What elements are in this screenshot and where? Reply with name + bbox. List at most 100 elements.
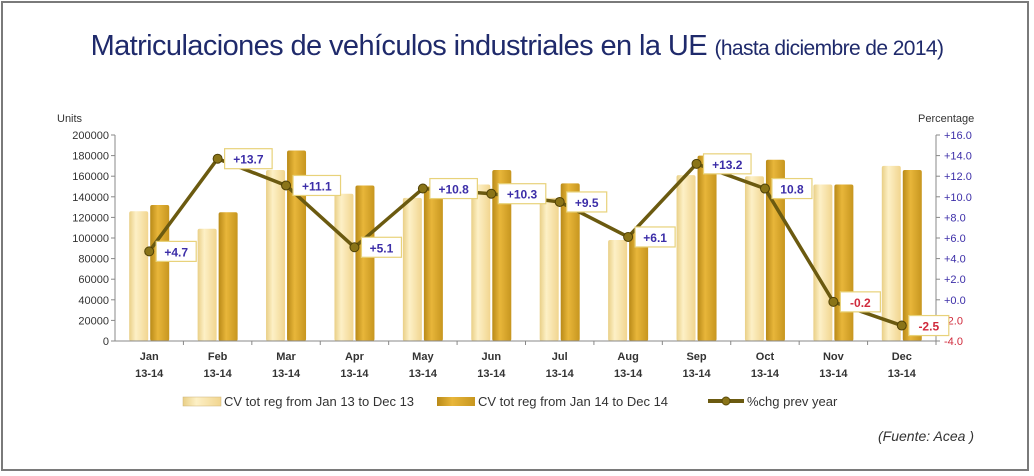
y2-tick-label: +14.0 [944,151,972,163]
bar-2013 [266,170,286,341]
pct-label-box [497,183,547,205]
x-tick-sublabel: 13-14 [340,368,369,380]
y2-tick-label: +10.0 [944,192,972,204]
pct-change-point [828,296,839,307]
y-tick-label: 100000 [72,233,109,245]
bar-2014 [560,183,580,341]
bar-2014 [492,170,512,341]
legend-line-marker [721,396,731,406]
pct-label-box [702,153,752,175]
y2-tick-label: +12.0 [944,171,972,183]
pct-label: -2.5 [918,320,939,334]
y-tick-label: 140000 [72,192,109,204]
legend-label-2014: CV tot reg from Jan 14 to Dec 14 [478,394,668,409]
pct-label: +13.7 [233,153,264,167]
pct-label: +9.5 [575,196,599,210]
x-tick-sublabel: 13-14 [682,368,711,380]
legend: CV tot reg from Jan 13 to Dec 13 CV tot … [182,394,838,409]
pct-change-point [759,183,770,194]
pct-label: +10.3 [507,188,538,202]
bar-2014 [218,212,238,341]
pct-change-point [486,188,497,199]
pct-label-box [908,314,950,337]
bar-2013 [197,228,217,341]
x-tick-sublabel: 13-14 [888,368,917,380]
x-tick-label: Jun [482,351,502,363]
x-tick-sublabel: 13-14 [819,368,848,380]
bar-2013 [813,184,833,341]
bar-2014 [902,170,922,341]
y2-tick-label: +2.0 [944,274,966,286]
pct-change-point [691,158,702,169]
bar-2013 [744,176,764,341]
y-axis-title: Units [57,113,83,125]
x-tick-sublabel: 13-14 [546,368,575,380]
bar-2013 [334,193,354,341]
x-tick-sublabel: 13-14 [614,368,643,380]
x-tick-label: Mar [276,351,296,363]
x-tick-label: Sep [686,351,706,363]
pct-change-point [349,242,360,253]
legend-label-2013: CV tot reg from Jan 13 to Dec 13 [224,394,414,409]
x-tick-label: Jan [140,351,159,363]
pct-label-box [566,191,608,213]
legend-swatch-2014 [437,397,475,406]
title-main: Matriculaciones de vehículos industriale… [90,30,708,62]
pct-label: 10.8 [780,183,804,197]
x-tick-sublabel: 13-14 [135,368,164,380]
bar-2014 [765,159,785,341]
x-tick-label: May [412,351,434,363]
bar-2013 [608,240,628,341]
y-tick-label: 0 [103,336,109,348]
chart-title: Matriculaciones de vehículos industriale… [0,30,1034,63]
legend-label-pct: %chg prev year [747,394,838,409]
y2-tick-label: +6.0 [944,233,966,245]
y-tick-label: 80000 [78,254,109,266]
bar-2014 [150,205,170,341]
y2-tick-label: +4.0 [944,254,966,266]
title-sub: (hasta diciembre de 2014) [714,37,944,60]
pct-label-box [429,177,478,200]
bar-2013 [402,197,422,341]
y-tick-label: 40000 [78,295,109,307]
pct-label: +6.1 [643,231,667,245]
x-tick-label: Nov [823,351,845,363]
x-tick-sublabel: 13-14 [272,368,301,380]
x-tick-sublabel: 13-14 [477,368,506,380]
x-tick-label: Dec [892,351,912,363]
pct-label: +10.8 [438,183,469,197]
pct-label-box [292,174,342,197]
bar-2013 [129,211,149,341]
y-tick-label: 60000 [78,274,109,286]
y-tick-label: 160000 [72,171,109,183]
x-tick-label: Apr [345,351,365,363]
pct-label: -0.2 [850,296,871,310]
pct-label-box [224,148,273,170]
x-tick-label: Aug [617,351,638,363]
pct-change-point [144,246,155,257]
legend-swatch-2013 [182,396,222,407]
x-tick-label: Oct [756,351,775,363]
pct-label: +13.2 [712,158,743,172]
bar-2014 [423,186,443,341]
pct-change-point [554,196,565,207]
y2-tick-label: +0.0 [944,295,966,307]
pct-change-point [417,183,428,194]
pct-label: +5.1 [370,241,394,255]
x-tick-sublabel: 13-14 [751,368,780,380]
pct-change-point [896,320,907,331]
source-note: (Fuente: Acea ) [878,428,974,444]
y2-tick-label: +8.0 [944,212,966,224]
pct-label: +11.1 [302,179,332,193]
bar-2014 [629,231,649,341]
bar-2014 [355,185,375,341]
x-tick-label: Jul [552,351,568,363]
pct-label-box [360,236,403,258]
x-tick-sublabel: 13-14 [204,368,233,380]
pct-label-box [155,240,197,262]
y-tick-label: 120000 [72,212,109,224]
y2-axis-title: Percentage [918,113,974,125]
pct-change-point [281,180,292,191]
